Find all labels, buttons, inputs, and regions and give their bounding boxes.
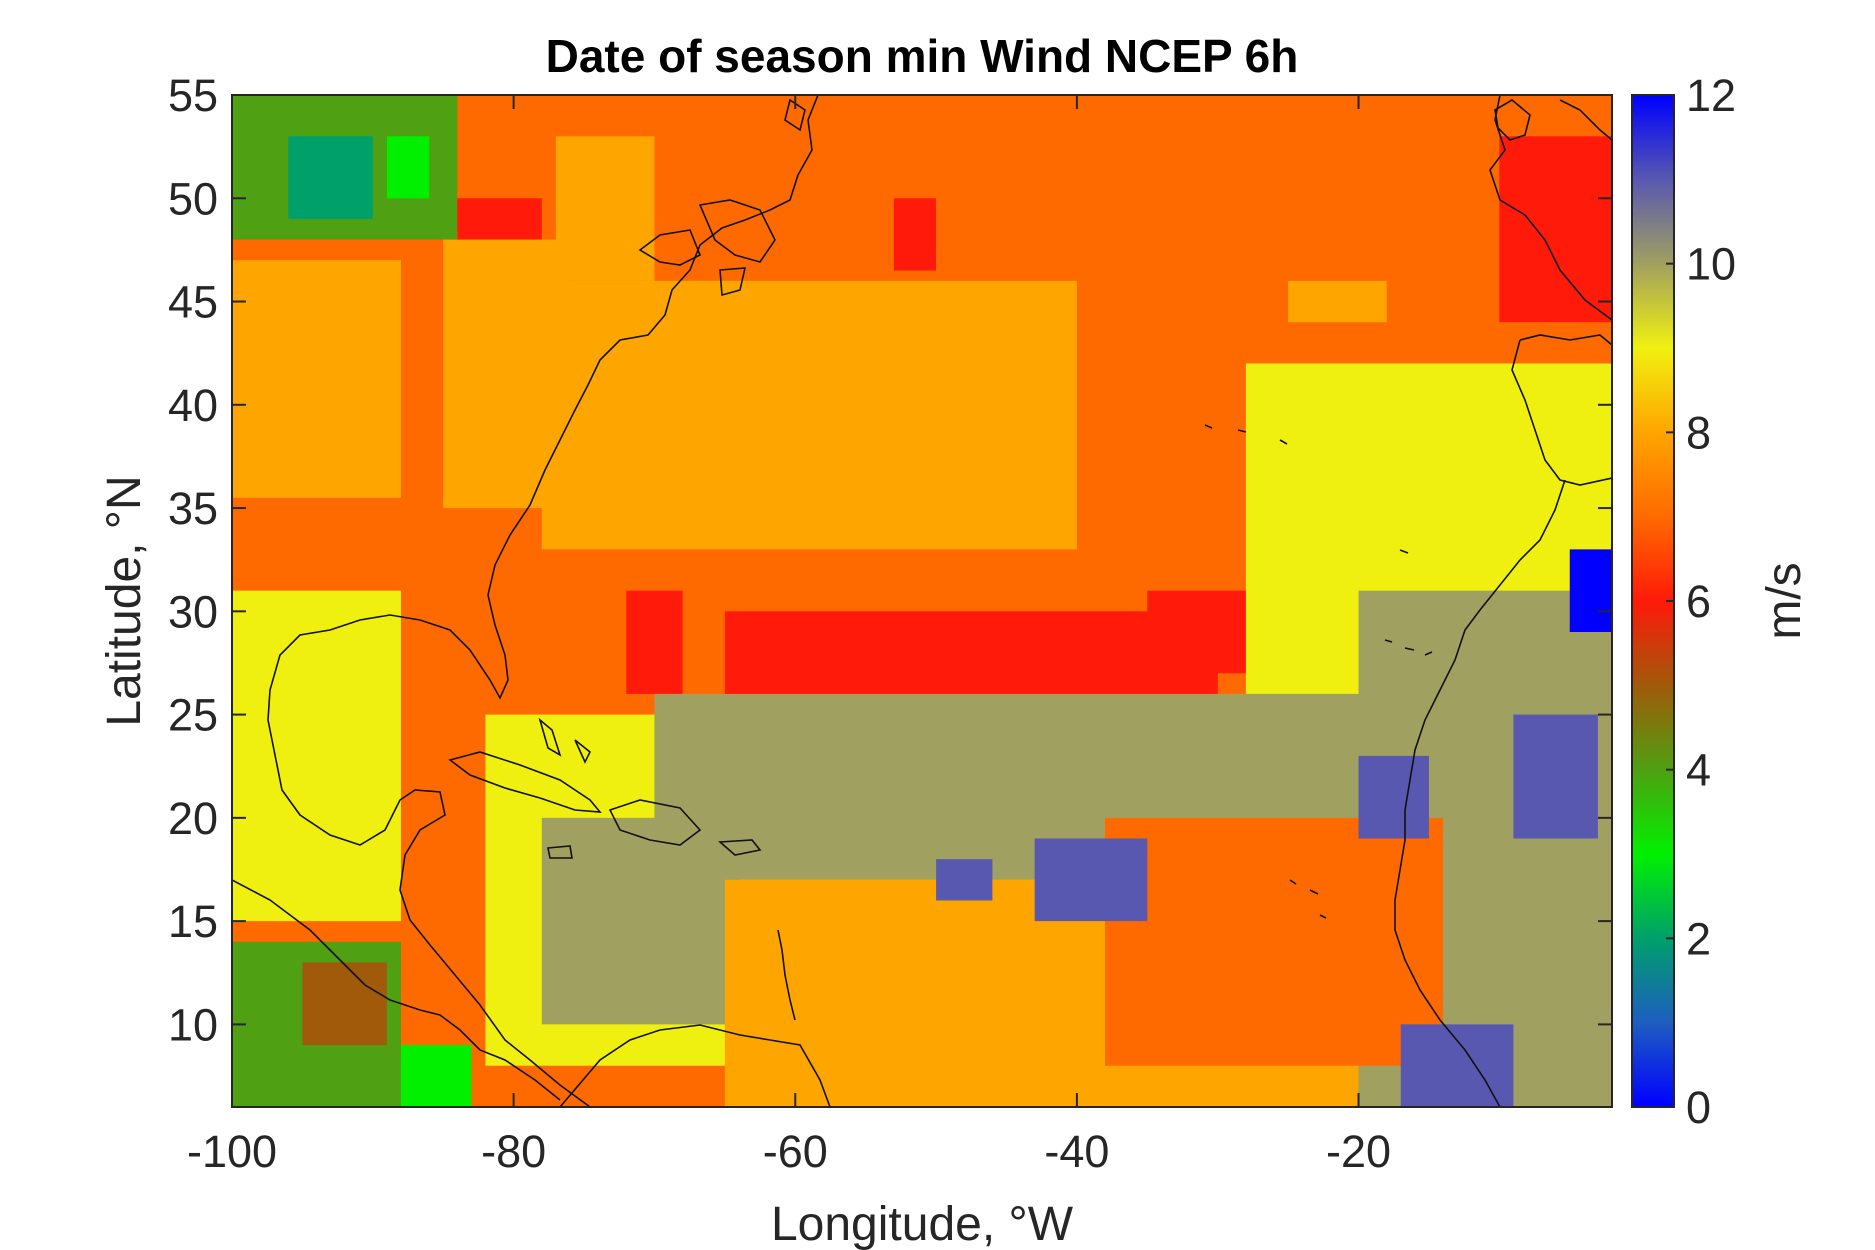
heatmap-region-7 <box>232 260 401 498</box>
heatmap-region-28 <box>1513 714 1598 839</box>
heatmap-region-2 <box>288 136 373 219</box>
heatmap-region-30 <box>1034 838 1148 922</box>
x-tick-label: -40 <box>1044 1126 1109 1177</box>
colorbar: 0 2 4 6 8 10 12 m/s <box>1631 70 1811 1133</box>
heatmap-region-11 <box>1288 280 1387 323</box>
y-tick-label: 40 <box>168 380 218 431</box>
y-axis-label: Latitude, °N <box>98 475 151 726</box>
heatmap-region-3 <box>386 136 430 199</box>
heatmap-region-6 <box>1499 136 1612 323</box>
heatmap-cells <box>232 95 1612 1107</box>
x-tick-label: -20 <box>1326 1126 1391 1177</box>
heatmap-region-34 <box>302 962 387 1046</box>
y-tick-label: 45 <box>168 277 218 328</box>
heatmap-region-5 <box>893 198 937 271</box>
x-axis-label: Longitude, °W <box>771 1198 1074 1250</box>
y-tick-label: 10 <box>168 999 218 1050</box>
heatmap-region-35 <box>400 1045 472 1107</box>
heatmap-region-29 <box>936 859 993 901</box>
colorbar-tick-label: 6 <box>1686 576 1711 627</box>
heatmap-region-27 <box>1358 755 1429 839</box>
colorbar-tick-label: 10 <box>1686 239 1736 290</box>
y-tick-label: 20 <box>168 793 218 844</box>
y-tick-label: 25 <box>168 690 218 741</box>
heatmap-region-26 <box>1105 817 1444 1066</box>
heatmap-region-19 <box>232 590 401 922</box>
coastline <box>232 95 1612 1107</box>
y-tick-label: 15 <box>168 896 218 947</box>
colorbar-tick-label: 0 <box>1686 1082 1711 1133</box>
y-tick-label: 30 <box>168 586 218 637</box>
x-axis-ticks: -100 -80 -60 -40 -20 <box>187 95 1391 1177</box>
heatmap-region-10 <box>541 280 1077 550</box>
heatmap-region-24 <box>541 817 739 1025</box>
y-tick-label: 35 <box>168 483 218 534</box>
colorbar-tick-label: 4 <box>1686 745 1711 796</box>
colorbar-tick-label: 12 <box>1686 70 1736 121</box>
y-tick-label: 50 <box>168 173 218 224</box>
chart-title: Date of season min Wind NCEP 6h <box>546 30 1299 82</box>
x-tick-label: -80 <box>481 1126 546 1177</box>
colorbar-tick-label: 2 <box>1686 913 1711 964</box>
heatmap-region-9 <box>555 136 655 281</box>
heatmap-region-32 <box>1569 549 1612 632</box>
colorbar-tick-label: 8 <box>1686 407 1711 458</box>
heatmap-region-31 <box>1400 1024 1514 1107</box>
colorbar-ticks: 0 2 4 6 8 10 12 <box>1666 70 1736 1133</box>
heatmap-region-13 <box>626 590 683 694</box>
x-tick-label: -60 <box>763 1126 828 1177</box>
plot-frame <box>231 94 1613 1108</box>
y-axis-ticks: 10 15 20 25 30 35 40 45 50 55 <box>168 70 1612 1050</box>
colorbar-label: m/s <box>1758 562 1811 639</box>
x-tick-label: -100 <box>187 1126 277 1177</box>
y-tick-label: 55 <box>168 70 218 121</box>
